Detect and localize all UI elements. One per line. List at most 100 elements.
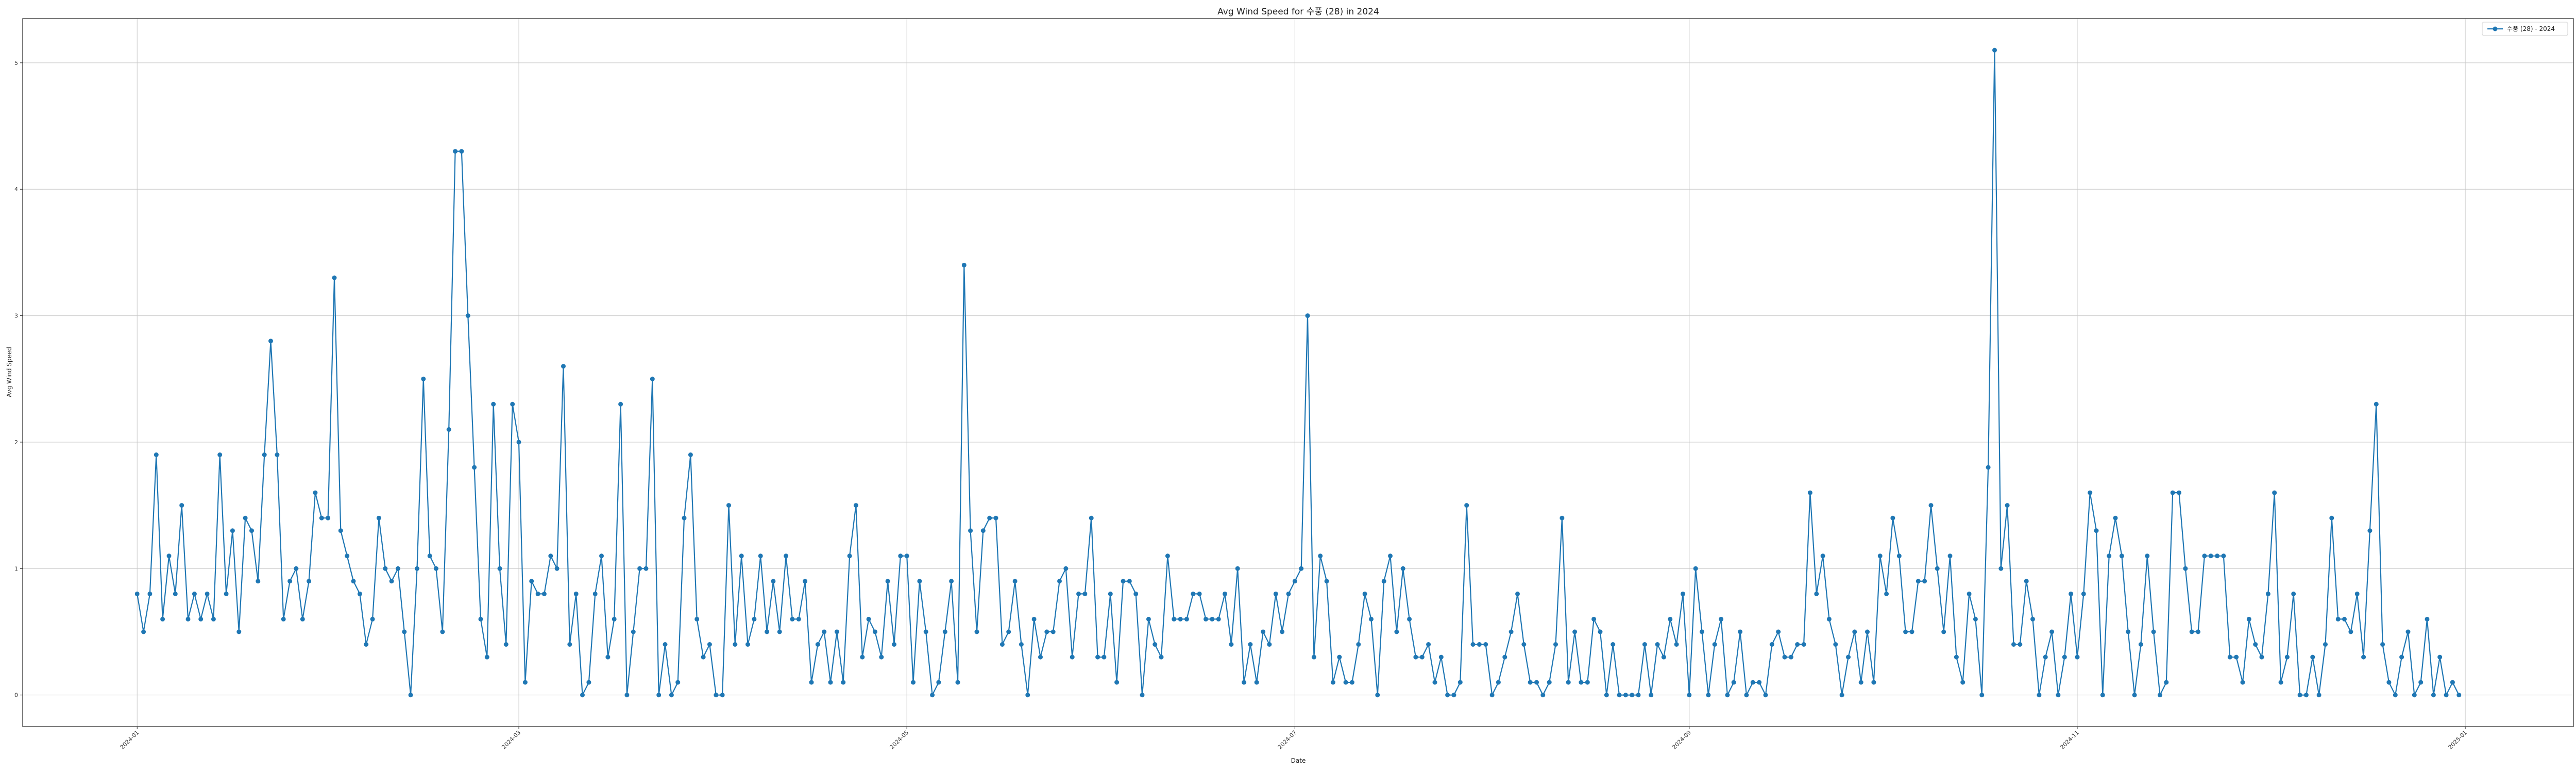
- data-point: [147, 591, 152, 596]
- data-point: [465, 313, 470, 318]
- data-point: [2075, 654, 2080, 660]
- data-point: [2119, 553, 2124, 559]
- data-point: [1681, 591, 1685, 596]
- data-point: [1579, 680, 1584, 685]
- data-point: [1204, 616, 1208, 621]
- data-point: [1700, 629, 1704, 634]
- data-point: [2062, 654, 2067, 660]
- data-point: [936, 680, 941, 685]
- data-point: [675, 680, 681, 685]
- y-axis: 0 1 2 3 4 5: [14, 60, 23, 699]
- data-point: [2418, 680, 2424, 685]
- data-point: [1025, 693, 1030, 698]
- x-tick-label: 2024-11: [2059, 729, 2080, 751]
- data-point: [2450, 680, 2455, 685]
- data-point: [2456, 693, 2462, 698]
- data-point: [1973, 616, 1978, 621]
- data-point: [224, 591, 229, 596]
- data-point: [815, 642, 820, 647]
- data-point: [478, 616, 483, 621]
- data-point: [1063, 566, 1069, 571]
- data-point: [892, 642, 896, 647]
- data-point: [357, 591, 362, 596]
- data-point: [1871, 680, 1876, 685]
- data-point: [624, 693, 630, 698]
- data-point: [1261, 629, 1266, 634]
- data-point: [2278, 680, 2283, 685]
- data-point: [968, 528, 973, 533]
- data-point: [1432, 680, 1437, 685]
- data-point: [2069, 591, 2074, 596]
- data-point: [160, 616, 165, 621]
- chart-title: Avg Wind Speed for 수풍 (28) in 2024: [1217, 7, 1379, 17]
- data-point: [1954, 654, 1959, 660]
- data-point: [1191, 591, 1196, 596]
- data-point: [580, 693, 585, 698]
- data-point: [134, 591, 140, 596]
- data-point: [879, 654, 884, 660]
- data-point: [612, 616, 617, 621]
- data-point: [294, 566, 299, 571]
- data-point: [993, 515, 998, 520]
- data-point: [1547, 680, 1552, 685]
- data-point: [243, 515, 248, 520]
- data-point: [1057, 579, 1062, 584]
- data-point: [173, 591, 178, 596]
- data-point: [2329, 515, 2334, 520]
- data-point: [1731, 680, 1736, 685]
- data-point: [326, 515, 331, 520]
- data-point: [211, 616, 216, 621]
- data-point: [1947, 553, 1953, 559]
- data-point: [2291, 591, 2296, 596]
- data-point: [1445, 693, 1450, 698]
- data-point: [166, 553, 172, 559]
- data-point: [1438, 654, 1444, 660]
- data-point: [2145, 553, 2150, 559]
- data-point: [573, 591, 579, 596]
- data-point: [1235, 566, 1240, 571]
- data-point: [1515, 591, 1520, 596]
- data-point: [777, 629, 782, 634]
- data-point: [522, 680, 528, 685]
- data-point: [1795, 642, 1800, 647]
- data-point: [1782, 654, 1787, 660]
- data-point: [1528, 680, 1533, 685]
- data-point: [2354, 591, 2360, 596]
- y-tick-label: 3: [14, 313, 18, 320]
- data-point: [1172, 616, 1177, 621]
- data-point: [1649, 693, 1654, 698]
- data-point: [453, 149, 458, 154]
- data-point: [1534, 680, 1539, 685]
- data-point: [1184, 616, 1189, 621]
- data-point: [1165, 553, 1170, 559]
- data-point: [408, 693, 413, 698]
- data-point: [1038, 654, 1043, 660]
- data-point: [1738, 629, 1743, 634]
- data-point: [1839, 693, 1844, 698]
- data-point: [1820, 553, 1825, 559]
- data-point: [1572, 629, 1578, 634]
- data-point: [1140, 693, 1145, 698]
- data-point: [618, 401, 623, 407]
- data-point: [1916, 579, 1921, 584]
- data-point: [1006, 629, 1011, 634]
- data-point: [2043, 654, 2048, 660]
- data-point: [1451, 693, 1456, 698]
- data-point: [1050, 629, 1056, 634]
- data-point: [1693, 566, 1698, 571]
- data-point: [1553, 642, 1558, 647]
- data-point: [885, 579, 890, 584]
- data-point: [847, 553, 852, 559]
- data-point: [427, 553, 432, 559]
- data-point: [2227, 654, 2232, 660]
- data-point: [1082, 591, 1088, 596]
- data-point: [1807, 490, 1812, 495]
- data-point: [1776, 629, 1781, 634]
- data-point: [2303, 693, 2309, 698]
- data-point: [548, 553, 553, 559]
- x-tick-label: 2024-03: [500, 729, 522, 751]
- data-point: [459, 149, 464, 154]
- data-point: [1210, 616, 1215, 621]
- data-point: [1591, 616, 1597, 621]
- data-point: [2126, 629, 2131, 634]
